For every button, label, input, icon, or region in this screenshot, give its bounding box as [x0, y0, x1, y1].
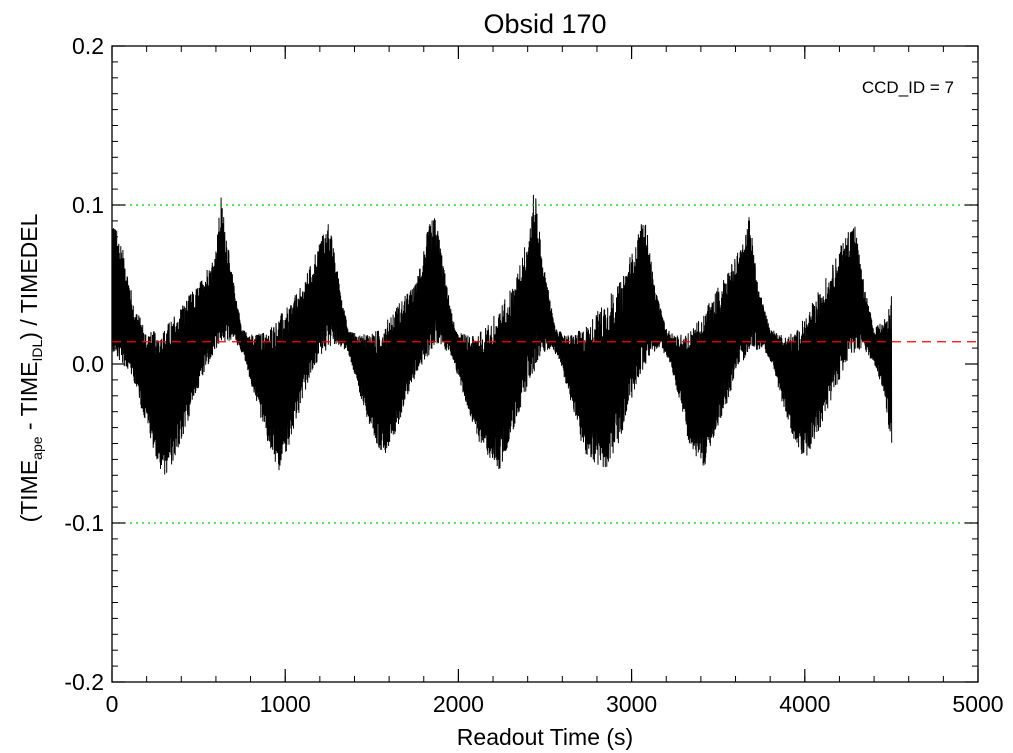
x-tick-label: 0: [106, 691, 119, 717]
y-axis-label-subscript: ape: [29, 436, 45, 460]
chart-title: Obsid 170: [483, 9, 606, 39]
x-tick-label: 3000: [606, 691, 657, 717]
y-axis-label: (TIMEape - TIMEIDL) / TIMEDEL: [16, 213, 45, 522]
y-tick-label: -0.1: [64, 510, 104, 536]
y-axis-label-part: - TIME: [16, 361, 42, 436]
x-axis-label: Readout Time (s): [457, 724, 633, 750]
data-series-line: [111, 194, 893, 475]
x-tick-label: 2000: [433, 691, 484, 717]
y-tick-label: -0.2: [64, 669, 104, 695]
ccd-id-annotation: CCD_ID = 7: [862, 78, 954, 97]
plot-area: [111, 194, 893, 475]
reference-lines: [112, 204, 978, 524]
y-axis-label-part: (TIME: [16, 460, 42, 523]
y-tick-label: 0.2: [72, 33, 104, 59]
y-axis-label-subscript: IDL: [29, 339, 45, 361]
axes: 0 1000 2000 3000 4000 5000 -0.2 -0.1 0.0 0.1 0.2: [64, 33, 1003, 717]
y-tick-label: 0.1: [72, 192, 104, 218]
x-tick-label: 1000: [260, 691, 311, 717]
x-tick-label: 4000: [779, 691, 830, 717]
x-tick-label: 5000: [952, 691, 1003, 717]
y-axis-label-part: ) / TIMEDEL: [16, 213, 42, 339]
y-tick-label: 0.0: [72, 351, 104, 377]
